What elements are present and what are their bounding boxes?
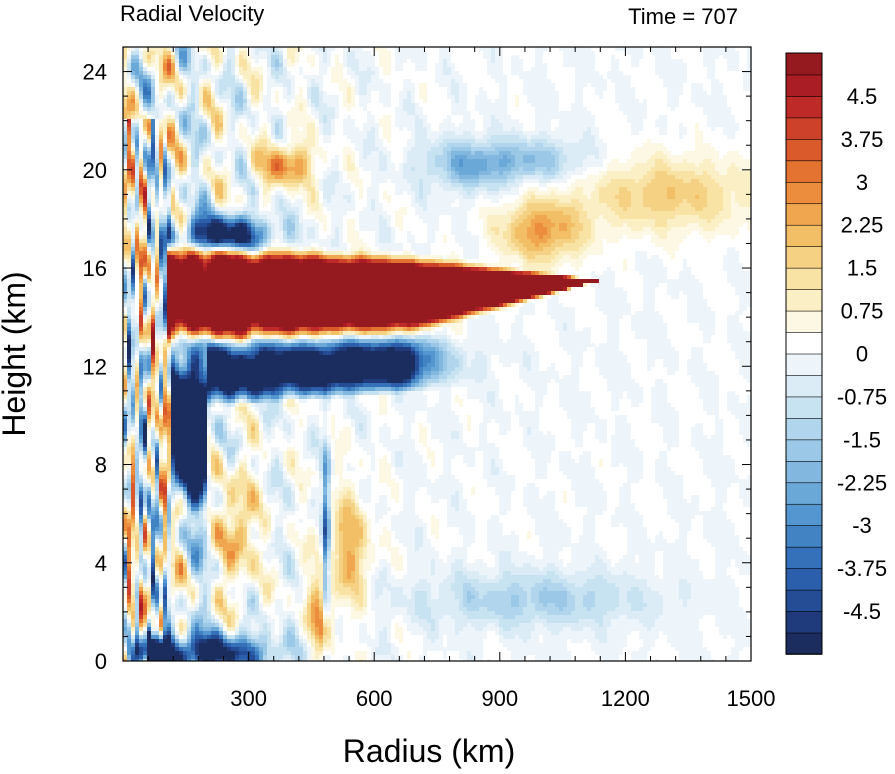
- colorbar-label: 0.75: [841, 299, 884, 324]
- x-tick-label: 900: [481, 686, 518, 711]
- colorbar-bin: [785, 52, 823, 76]
- colorbar-label: 1.5: [847, 256, 878, 281]
- colorbar-bin: [785, 589, 823, 612]
- y-axis: 0 4 8 12 16 20 24: [83, 46, 751, 674]
- colorbar-bin: [785, 95, 823, 119]
- colorbar-label: -1.5: [843, 427, 881, 452]
- colorbar-bin: [785, 267, 823, 290]
- colorbar-label: -2.25: [837, 470, 887, 495]
- velocity-field: [123, 47, 751, 661]
- y-axis-title: Height (km): [0, 271, 32, 436]
- colorbar-bin: [785, 417, 823, 441]
- y-tick-label: 8: [95, 453, 107, 478]
- x-tick-label: 1500: [727, 686, 776, 711]
- colorbar-bin: [785, 546, 823, 569]
- colorbar-bin: [785, 245, 823, 269]
- x-axis-title: Radius (km): [343, 733, 515, 769]
- colorbar: 4.5 3.75 3 2.25 1.5 0.75 0 -0.75 -1.5 -2.25 -3 -3.7…: [785, 52, 887, 655]
- x-tick-label: 300: [230, 686, 267, 711]
- colorbar-bin: [785, 202, 823, 226]
- colorbar-bin: [785, 353, 823, 376]
- colorbar-bin: [785, 224, 823, 247]
- time-label: Time = 707: [628, 4, 738, 29]
- y-tick-label: 12: [83, 354, 107, 379]
- y-tick-label: 24: [83, 60, 107, 85]
- x-tick-label: 600: [356, 686, 393, 711]
- colorbar-label: 0: [856, 342, 868, 367]
- colorbar-bin: [785, 117, 823, 140]
- colorbar-label: 3.75: [841, 127, 884, 152]
- colorbar-bin: [785, 460, 823, 484]
- colorbar-bin: [785, 481, 823, 505]
- colorbar-label: -3: [852, 513, 872, 538]
- x-tick-label: 1200: [601, 686, 650, 711]
- colorbar-bin: [785, 396, 823, 419]
- colorbar-label: 4.5: [847, 84, 878, 109]
- colorbar-bin: [785, 74, 823, 97]
- colorbar-bin: [785, 181, 823, 205]
- colorbar-bin: [785, 138, 823, 162]
- y-tick-label: 0: [95, 649, 107, 674]
- colorbar-bin: [785, 331, 823, 355]
- y-tick-label: 20: [83, 158, 107, 183]
- plot-frame: [122, 46, 752, 662]
- colorbar-bin: [785, 288, 823, 312]
- colorbar-label: -4.5: [843, 599, 881, 624]
- colorbar-bin: [785, 567, 823, 591]
- colorbar-bin: [785, 632, 823, 655]
- colorbar-bin: [785, 524, 823, 548]
- colorbar-bin: [785, 160, 823, 183]
- y-tick-label: 4: [95, 551, 107, 576]
- colorbar-label: 3: [856, 170, 868, 195]
- colorbar-bin: [785, 610, 823, 634]
- x-axis: 300 600 900 1200 1500: [147, 47, 776, 711]
- colorbar-frame: [785, 52, 823, 655]
- colorbar-bin: [785, 310, 823, 333]
- colorbar-label: -0.75: [837, 384, 887, 409]
- y-tick-label: 16: [83, 256, 107, 281]
- colorbar-bin: [785, 503, 823, 527]
- colorbar-label: -3.75: [837, 556, 887, 581]
- chart-title: Radial Velocity: [120, 1, 264, 26]
- colorbar-bin: [785, 439, 823, 462]
- colorbar-bin: [785, 374, 823, 398]
- colorbar-label: 2.25: [841, 213, 884, 238]
